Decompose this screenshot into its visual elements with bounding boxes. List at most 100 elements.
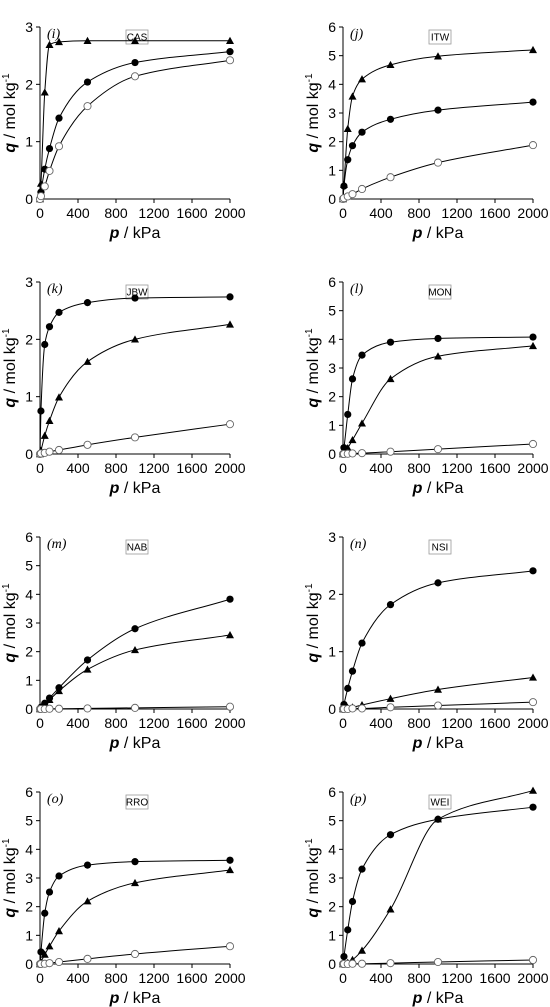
data-point-open-circle [54,704,64,713]
material-tag-box [428,794,452,810]
y-tick-label: 3 [328,529,336,545]
data-point-filled-circle [83,861,92,869]
x-tick-label: 800 [104,205,128,221]
data-point-filled-circle [358,865,366,873]
y-tick-label: 1 [25,927,33,943]
x-tick-label: 0 [339,715,347,731]
data-point-filled-circle [83,299,92,307]
data-point-filled-circle [344,684,352,692]
panel-cas: 0 1 2 3 0 400 800 1200 1600 2000 p / kPa q / mol kg… [1,19,246,242]
data-point-open-circle [348,704,357,713]
x-tick-label: 1200 [138,715,169,731]
data-point-open-circle [386,703,395,712]
fit-curve-filled-circle [39,598,231,710]
data-point-open-circle [54,142,64,151]
panel-letter: (j) [350,27,364,42]
data-point-open-circle [386,447,395,456]
x-axis-label: p / kPa [109,990,161,1007]
x-tick-label: 1200 [138,970,169,986]
y-tick-label: 4 [328,76,336,92]
data-point-triangle [40,88,49,96]
data-point-triangle [386,374,395,383]
x-tick-label: 1200 [441,460,472,476]
data-point-triangle [529,341,537,350]
data-point-filled-circle [344,156,352,164]
panel-mon: 0 1 2 3 4 5 6 0 400 800 1200 1600 2000 p / kPa q / mol… [304,274,549,497]
y-tick-label: 2 [328,389,336,405]
data-point-filled-circle [41,340,49,349]
panel-nsi: 0 1 2 3 0 400 800 1200 1600 2000 p / kPa q / mol kg… [304,529,549,752]
data-point-open-circle [54,445,64,455]
data-point-filled-circle [386,338,395,346]
data-point-open-circle [528,955,538,965]
y-tick-label: 3 [25,870,33,886]
data-point-filled-circle [131,58,139,67]
data-point-triangle [45,942,54,950]
x-tick-label: 1600 [479,205,510,221]
data-point-triangle [45,416,54,424]
axis-frame [39,792,230,965]
data-point-open-circle [130,703,140,712]
x-tick-label: 800 [104,970,128,986]
material-tag-box [428,284,452,300]
data-point-filled-circle [340,182,348,190]
data-point-open-circle [433,158,443,167]
data-point-triangle [55,37,63,46]
y-tick-label: 4 [25,841,33,857]
x-tick-label: 0 [339,460,347,476]
data-point-open-circle [45,959,54,968]
data-point-open-circle [45,704,54,713]
data-point-filled-circle [226,856,234,864]
data-point-open-circle [130,433,140,442]
data-point-triangle [40,950,49,958]
y-axis-label: q / mol kg-1 [1,73,19,153]
material-tag: RRO [126,798,148,809]
x-tick-label: 400 [66,715,90,731]
x-tick-label: 1600 [479,460,510,476]
y-tick-label: 2 [328,586,336,602]
data-point-open-circle [357,184,367,194]
y-tick-label: 6 [328,784,336,800]
fit-curve-filled-circle [342,806,534,965]
data-point-filled-circle [55,308,63,316]
data-point-filled-circle [45,888,54,896]
data-point-triangle [529,45,537,54]
y-tick-label: 1 [25,389,33,405]
data-point-filled-circle [386,601,395,609]
panel-itw: 0 1 2 3 4 5 6 0 400 800 1200 1600 2000 p / kPa q / mol… [304,19,549,242]
y-tick-label: 3 [328,870,336,886]
data-point-triangle [358,419,366,427]
material-tag-box [428,539,452,555]
y-tick-label: 5 [328,303,336,319]
y-axis-label: q / mol kg-1 [304,328,322,408]
data-point-triangle [343,443,352,452]
y-tick-label: 1 [328,644,336,660]
data-point-filled-circle [386,115,395,123]
y-tick-label: 0 [328,446,336,462]
x-tick-label: 1600 [479,970,510,986]
data-point-triangle [434,685,442,693]
x-tick-label: 400 [369,460,393,476]
y-axis-label: q / mol kg-1 [304,838,322,918]
data-point-triangle [55,686,63,695]
data-point-triangle [358,75,366,83]
data-point-filled-circle [41,909,49,917]
y-tick-label: 0 [328,956,336,972]
data-point-triangle [55,927,63,935]
y-tick-label: 3 [25,19,33,35]
panel-jbw: 0 1 2 3 0 400 800 1200 1600 2000 p / kPa q / mol kg… [1,274,246,497]
axis-frame [342,282,533,455]
x-tick-label: 0 [339,970,347,986]
fit-curve-open-circle [39,59,231,200]
data-point-open-circle [357,704,367,713]
data-point-filled-circle [45,323,54,331]
data-point-open-circle [348,190,357,199]
y-tick-label: 6 [25,784,33,800]
y-tick-label: 5 [25,813,33,829]
data-point-filled-circle [344,410,352,419]
x-tick-label: 400 [369,715,393,731]
data-point-filled-circle [348,142,357,150]
x-tick-label: 1600 [479,715,510,731]
data-point-filled-circle [529,98,537,106]
material-tag: WEI [431,798,450,809]
